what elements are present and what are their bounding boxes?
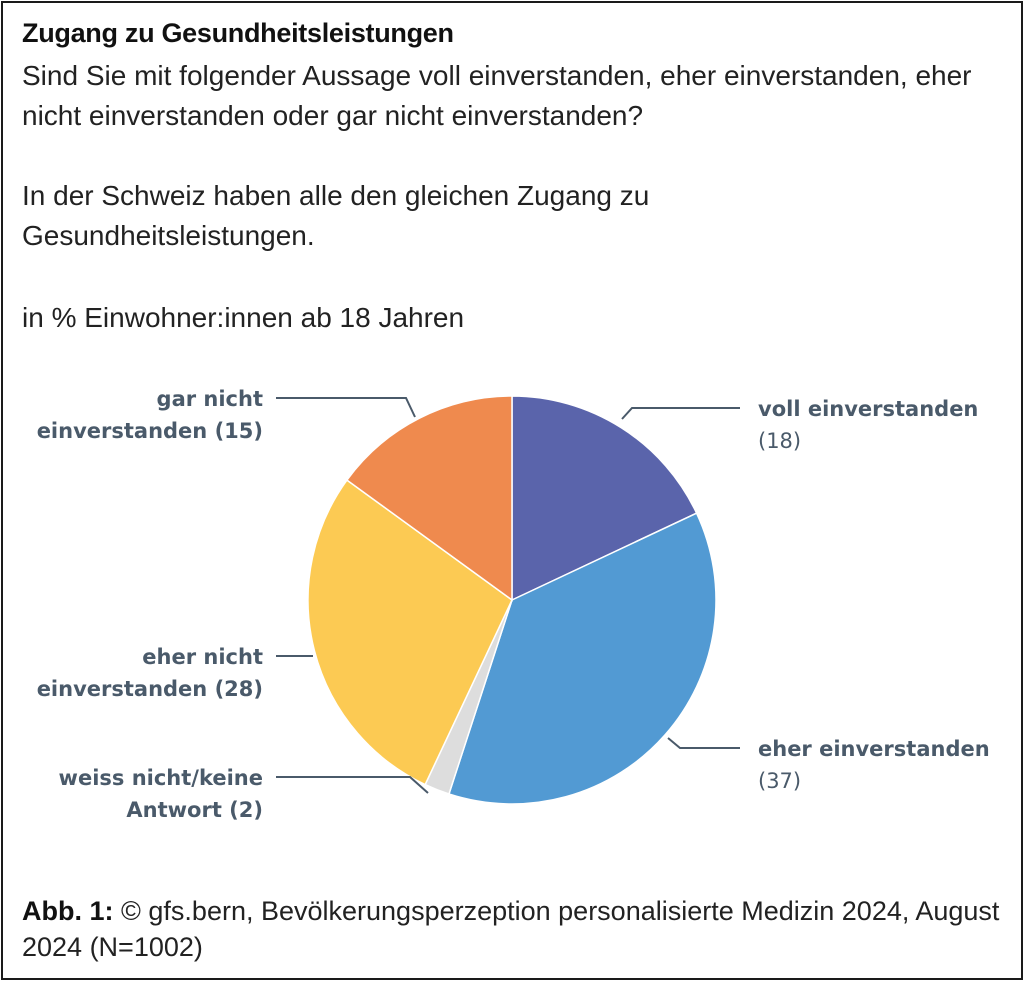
leader-line-gar-nicht-einverstanden <box>276 397 416 418</box>
survey-question: Sind Sie mit folgender Aussage voll einv… <box>22 60 972 131</box>
pie-labels: voll einverstanden (18) eher einverstanden… <box>37 387 990 822</box>
slice-label-gar-nicht-einverstanden: gar nicht <box>157 387 263 411</box>
pie-slice-gar-nicht-einverstanden <box>345 395 513 602</box>
slice-label-weiss-nicht-keine-antwort-line2: Antwort (2) <box>126 798 263 822</box>
leader-line-voll-einverstanden <box>621 407 740 420</box>
slice-label-eher-einverstanden: eher einverstanden <box>758 737 990 761</box>
chart-title: Zugang zu Gesundheitsleistungen <box>22 18 454 48</box>
leader-line-weiss-nicht-keine-antwort <box>276 776 429 794</box>
slice-value-eher-einverstanden: (37) <box>758 769 801 793</box>
unit-note: in % Einwohner:innen ab 18 Jahren <box>22 302 465 333</box>
slice-value-weiss-nicht-keine-antwort: (2) <box>222 798 263 822</box>
leader-line-eher-einverstanden <box>667 737 740 749</box>
figure-caption: Abb. 1: © gfs.bern, Bevölkerungsperzepti… <box>22 893 1002 965</box>
caption-text: © gfs.bern, Bevölkerungsperzeption perso… <box>22 896 1000 962</box>
pie-leader-lines <box>276 397 740 794</box>
slice-label-eher-nicht-einverstanden-line2: einverstanden (28) <box>37 677 263 701</box>
slice-value-eher-nicht-einverstanden: (28) <box>207 677 263 701</box>
slice-value-gar-nicht-einverstanden: (15) <box>207 419 263 443</box>
slice-label-voll-einverstanden: voll einverstanden <box>758 397 978 421</box>
slice-label-weiss-nicht-keine-antwort: weiss nicht/keine <box>59 766 263 790</box>
pie-slice-voll-einverstanden <box>511 395 698 602</box>
pie-slices <box>307 395 717 805</box>
slice-value-voll-einverstanden: (18) <box>758 429 801 453</box>
survey-statement: In der Schweiz haben alle den gleichen Z… <box>22 180 650 251</box>
pie-slice-eher-nicht-einverstanden <box>307 479 513 786</box>
caption-label: Abb. 1: <box>22 896 114 926</box>
pie-slice-eher-einverstanden <box>448 512 717 805</box>
slice-label-gar-nicht-einverstanden-line2: einverstanden (15) <box>37 419 263 443</box>
slice-label-eher-nicht-einverstanden: eher nicht <box>142 645 263 669</box>
